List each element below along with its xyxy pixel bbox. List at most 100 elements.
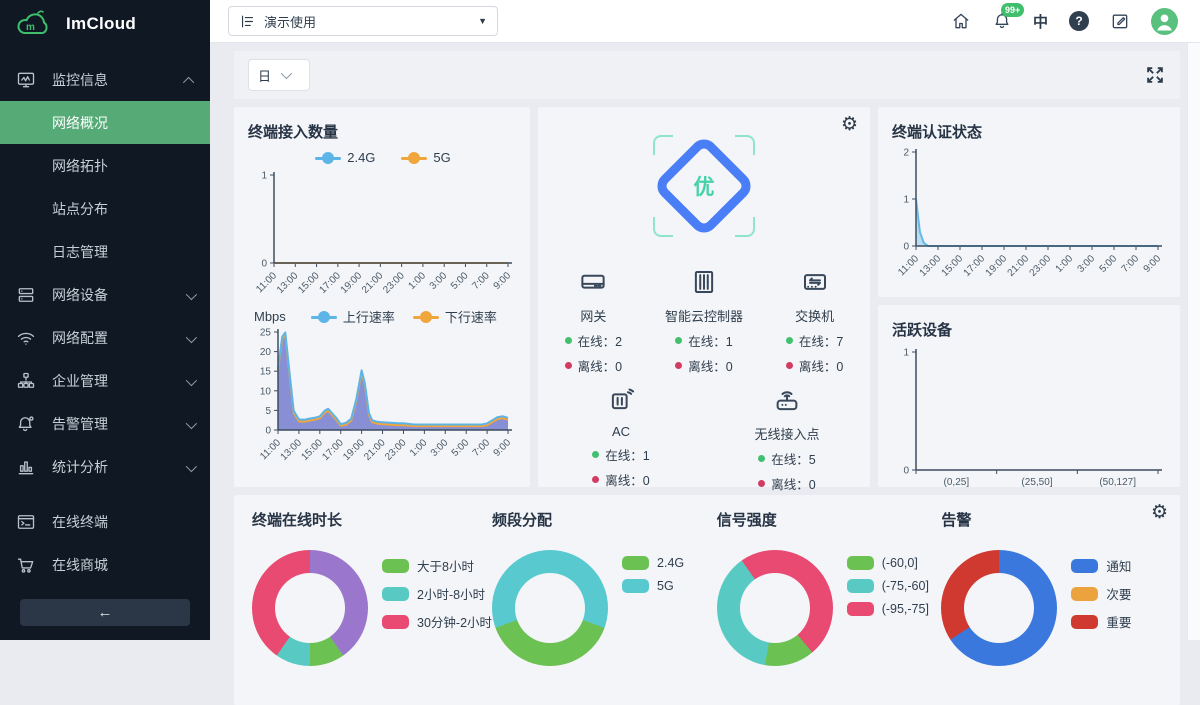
legend-swatch-icon [1071, 559, 1098, 573]
sidebar-item-1[interactable]: 网络设备 [0, 273, 210, 316]
sidebar-subitem-label: 日志管理 [52, 242, 108, 262]
notifications-button[interactable]: 99+ [992, 11, 1012, 31]
band_allocation-donut-chart [492, 550, 608, 666]
sidebar-item-3[interactable]: 企业管理 [0, 359, 210, 402]
health-grade-widget: 优 [653, 135, 755, 237]
legend-item[interactable]: (-60,0] [847, 556, 929, 570]
sidebar-item-label: 在线终端 [52, 512, 108, 532]
online_duration-donut-chart [252, 550, 368, 666]
ac-icon [606, 385, 636, 415]
sidebar-collapse-button[interactable]: ← [20, 599, 190, 626]
sidebar-subitem-0[interactable]: 网络概况 [0, 101, 210, 144]
svg-text:17:00: 17:00 [317, 270, 343, 296]
help-button[interactable]: ? [1069, 11, 1089, 31]
sidebar-item-7[interactable]: 在线终端 [0, 500, 210, 543]
online-dot [786, 337, 793, 344]
legend-item[interactable]: 下行速率 [413, 307, 497, 326]
legend-item[interactable]: 2.4G [622, 556, 684, 570]
feedback-edit-icon[interactable] [1110, 11, 1130, 31]
arrow-left-icon: ← [98, 604, 113, 621]
legend-item[interactable]: (-95,-75] [847, 602, 929, 616]
svg-text:3:00: 3:00 [1076, 253, 1098, 275]
donut-section-signal_strength: 信号强度 (-60,0] (-75,-60] (-95,-75] [717, 509, 942, 666]
fullscreen-icon[interactable] [1144, 64, 1166, 86]
legend-item[interactable]: 2.4G [315, 150, 375, 165]
stats-icon [16, 457, 36, 477]
donut-section-alarms: 告警 通知 次要 重要 [941, 509, 1166, 666]
device-status-grid: 网关 在线：2 离线：0 智能云控制器 在线：1 离线：0 交换机 在线：7 离… [538, 267, 870, 493]
svg-text:21:00: 21:00 [360, 270, 386, 296]
legend-item[interactable]: 5G [622, 579, 684, 593]
svg-text:1:00: 1:00 [406, 270, 428, 292]
legend-swatch-icon [382, 559, 409, 573]
sidebar-subitem-label: 网络拓扑 [52, 156, 108, 176]
donut-hole [515, 573, 585, 643]
offline-dot [565, 362, 572, 369]
online-count: 在线：7 [799, 331, 843, 350]
alarm-bell-icon [16, 414, 36, 434]
ap-icon [772, 385, 802, 415]
sidebar-subitem-3[interactable]: 日志管理 [0, 230, 210, 273]
sidebar-item-4[interactable]: 告警管理 [0, 402, 210, 445]
chevron-up-icon [183, 76, 194, 87]
signal_strength-legend: (-60,0] (-75,-60] (-95,-75] [847, 556, 929, 616]
user-avatar[interactable] [1151, 8, 1178, 35]
card-title: 频段分配 [492, 509, 717, 530]
sidebar-subitem-2[interactable]: 站点分布 [0, 187, 210, 230]
legend-item[interactable]: 次要 [1071, 584, 1131, 603]
legend-item[interactable]: 5G [401, 150, 450, 165]
legend-item[interactable]: 2小时-8小时 [382, 584, 492, 603]
online_duration-legend: 大于8小时 2小时-8小时 30分钟-2小时 [382, 556, 492, 631]
donut-hole [275, 573, 345, 643]
offline-dot [592, 476, 599, 483]
sidebar-item-8[interactable]: 在线商城 [0, 543, 210, 586]
home-icon[interactable] [951, 11, 971, 31]
organization-select[interactable]: 演示使用 ▼ [228, 6, 498, 36]
svg-text:17:00: 17:00 [320, 437, 346, 463]
legend-swatch-icon [622, 579, 649, 593]
sidebar-item-5[interactable]: 统计分析 [0, 445, 210, 488]
cart-icon [16, 555, 36, 575]
device-name: 交换机 [795, 306, 834, 325]
legend-item[interactable]: 上行速率 [311, 307, 395, 326]
legend-item[interactable]: 通知 [1071, 556, 1131, 575]
legend-label: 5G [433, 150, 450, 165]
time-range-select[interactable]: 日 [248, 59, 310, 91]
svg-text:5:00: 5:00 [1098, 253, 1120, 275]
chevron-down-icon [186, 374, 197, 385]
gear-icon[interactable]: ⚙ [841, 115, 858, 134]
online-count: 在线：1 [605, 445, 649, 464]
legend-item[interactable]: 30分钟-2小时 [382, 612, 492, 631]
svg-text:7:00: 7:00 [1120, 253, 1142, 275]
org-icon [16, 371, 36, 391]
legend-swatch-icon [382, 587, 409, 601]
svg-text:19:00: 19:00 [339, 270, 365, 296]
svg-text:7:00: 7:00 [470, 270, 492, 292]
legend-item[interactable]: (-75,-60] [847, 579, 929, 593]
legend-label: (-60,0] [882, 556, 918, 570]
legend-item[interactable]: 大于8小时 [382, 556, 492, 575]
language-toggle[interactable]: 中 [1033, 11, 1048, 32]
legend-label: 上行速率 [343, 307, 395, 326]
sidebar-item-0[interactable]: 监控信息 [0, 58, 210, 101]
donut-section-online_duration: 终端在线时长 大于8小时 2小时-8小时 30分钟-2小时 [252, 509, 492, 666]
offline-count: 离线：0 [578, 356, 622, 375]
device-status-4: 无线接入点 在线：5 离线：0 [732, 385, 842, 493]
offline-count: 离线：0 [688, 356, 732, 375]
scrollbar-gutter[interactable] [1187, 43, 1200, 640]
svg-text:10: 10 [260, 386, 272, 397]
card-title: 活跃设备 [892, 319, 1168, 340]
device-name: 智能云控制器 [665, 306, 743, 325]
legend-item[interactable]: 重要 [1071, 612, 1131, 631]
legend-marker-icon [413, 311, 439, 323]
legend-marker-icon [315, 152, 341, 164]
offline-dot [675, 362, 682, 369]
sidebar-item-2[interactable]: 网络配置 [0, 316, 210, 359]
chevron-down-icon [186, 417, 197, 428]
sidebar-subitem-1[interactable]: 网络拓扑 [0, 144, 210, 187]
legend-label: 大于8小时 [417, 556, 474, 575]
